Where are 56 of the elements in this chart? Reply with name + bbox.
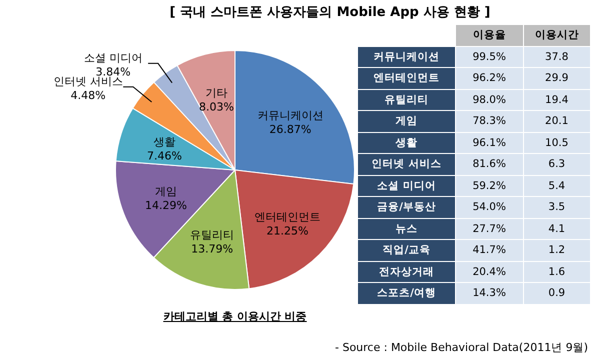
slice-label: 소셜 미디어 — [84, 51, 142, 64]
text: - Source : Mobile Behavioral Data(2011년 9월) — [335, 340, 588, 355]
data-label: 54.0% — [456, 196, 523, 218]
data-label: 5.4 — [523, 175, 590, 196]
data-label: 4.1 — [523, 218, 590, 240]
slice-label: 인터넷 서비스 — [53, 74, 123, 88]
data-label: 7.46% — [146, 149, 182, 162]
data-label: 21.25% — [266, 224, 308, 238]
data-label: 26.87% — [269, 122, 312, 136]
data-label: 1.6 — [523, 261, 590, 282]
data-label: 1.2 — [523, 240, 590, 261]
data-label: 10.5 — [523, 132, 590, 154]
data-label: 41.7% — [456, 240, 523, 261]
slice-label: 커뮤니케이션 — [257, 108, 324, 122]
category-label: 스포츠/여행 — [358, 282, 456, 304]
data-label: 98.0% — [456, 89, 523, 110]
slice-label: 기타 — [206, 86, 228, 100]
data-label: 3.5 — [523, 196, 590, 218]
data-label: 19.4 — [523, 89, 590, 110]
slice-label: 유틸리티 — [190, 228, 234, 242]
data-label: 27.7% — [456, 218, 523, 240]
data-label: 29.9 — [523, 68, 590, 89]
data-label: 37.8 — [523, 46, 590, 68]
data-label: 8.03% — [199, 100, 234, 114]
category-label: 직업/교육 — [358, 240, 456, 261]
category-label: 소셜 미디어 — [358, 175, 456, 196]
data-label: 81.6% — [456, 154, 523, 175]
data-label: 20.4% — [456, 261, 523, 282]
slice-label: 게임 — [155, 185, 178, 198]
text: 카테고리별 총 이용시간 비중 — [162, 309, 308, 324]
data-label: 96.1% — [456, 132, 523, 154]
data-label: 6.3 — [523, 154, 590, 175]
category-label: 게임 — [358, 110, 456, 132]
category-label: 커뮤니케이션 — [358, 46, 456, 68]
data-label: 13.79% — [191, 242, 234, 256]
data-label: 14.29% — [145, 199, 188, 212]
category-label: 전자상거래 — [358, 261, 456, 282]
data-label: 99.5% — [456, 46, 523, 68]
data-label: 4.48% — [70, 88, 106, 102]
slice-label: 생활 — [153, 135, 176, 148]
data-label: 14.3% — [456, 282, 523, 304]
category-label: 생활 — [358, 132, 456, 154]
category-label: 유틸리티 — [358, 89, 456, 110]
series-label: 이용시간 — [523, 24, 590, 46]
data-label: 20.1 — [523, 110, 590, 132]
category-label: 뉴스 — [358, 218, 456, 240]
chart-title: [ 국내 스마트폰 사용자들의 Mobile App 사용 현황 ] — [168, 4, 492, 21]
series-label: 이용율 — [456, 24, 523, 46]
category-label: 인터넷 서비스 — [358, 154, 456, 175]
category-label: 금융/부동산 — [358, 196, 456, 218]
data-label: 78.3% — [456, 110, 523, 132]
data-label: 96.2% — [456, 68, 523, 89]
slice-label: 엔터테인먼트 — [254, 210, 320, 224]
category-label: 엔터테인먼트 — [358, 68, 456, 89]
data-label: 0.9 — [523, 282, 590, 304]
data-label: 59.2% — [456, 175, 523, 196]
